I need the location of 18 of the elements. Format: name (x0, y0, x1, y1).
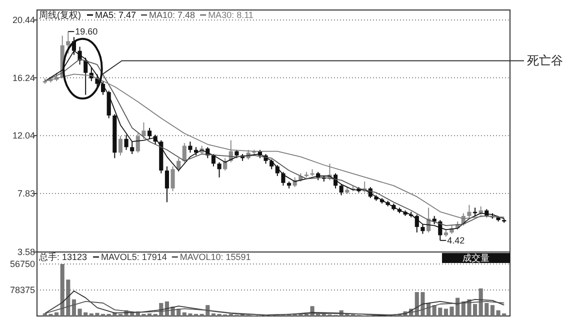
legend-label: MAVOL5: 17914 (101, 252, 167, 262)
text: 56750 (10, 259, 35, 269)
y-tick-label: 7.83 (17, 188, 35, 199)
chart-title: 周线(复权) (39, 10, 81, 20)
chart-title: 总手: 13123 (38, 252, 88, 262)
y-tick-label: 20.44 (12, 15, 35, 25)
text: 死亡谷 (527, 54, 563, 68)
y-tick-label: 16.24 (12, 72, 35, 83)
legend-label: MA5: 7.47 (95, 10, 136, 20)
text: 成交量 (462, 253, 490, 263)
y-tick-label: 3.58 (17, 247, 35, 257)
annotation: 19.60 (75, 26, 98, 37)
annotation: 4.42 (447, 235, 465, 246)
legend-label: MA30: 8.11 (208, 10, 254, 20)
y-tick-label: 12.04 (12, 130, 35, 141)
legend-label: MA10: 7.48 (149, 10, 196, 20)
text: 78375 (10, 285, 35, 295)
legend-label: MAVOL10: 15591 (180, 252, 251, 262)
